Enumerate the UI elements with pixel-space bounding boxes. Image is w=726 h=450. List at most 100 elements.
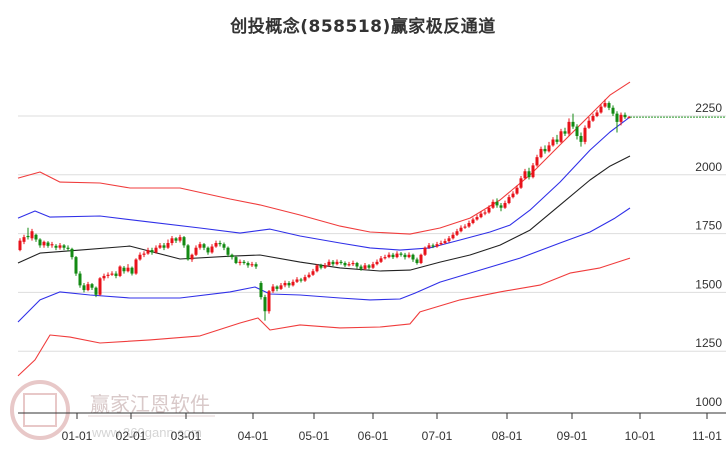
candle xyxy=(311,271,315,275)
candle xyxy=(226,247,230,255)
candle xyxy=(275,286,279,289)
candle xyxy=(403,254,407,258)
band-lower_outer xyxy=(17,257,631,377)
candle xyxy=(503,203,507,208)
candle xyxy=(379,258,383,262)
grid xyxy=(18,115,726,352)
watermark-url: www.360gann.com xyxy=(91,425,202,440)
candle xyxy=(186,245,190,260)
candle xyxy=(415,259,419,263)
candle xyxy=(58,245,62,248)
candle xyxy=(447,238,451,242)
candle xyxy=(38,239,42,246)
y-tick-label: 1500 xyxy=(695,277,722,291)
candle xyxy=(511,193,515,198)
candle xyxy=(591,116,595,121)
candle xyxy=(451,234,455,239)
x-tick-label: 02-01 xyxy=(116,429,147,443)
candle xyxy=(367,265,371,268)
channel-bands xyxy=(17,81,631,377)
candle xyxy=(427,245,431,248)
candle xyxy=(559,131,563,142)
candle xyxy=(331,261,335,265)
y-tick-label: 1250 xyxy=(695,336,722,350)
candle xyxy=(423,247,427,255)
candle xyxy=(535,157,539,166)
candle xyxy=(198,244,202,248)
candle xyxy=(194,247,198,255)
candle xyxy=(62,245,66,248)
candle xyxy=(134,259,138,274)
candle xyxy=(587,120,591,128)
candle xyxy=(531,165,535,178)
candle xyxy=(279,285,283,289)
candle xyxy=(154,247,158,253)
chart-title: 创投概念(858518)赢家极反通道 xyxy=(230,17,496,37)
candle xyxy=(190,254,194,260)
candle xyxy=(623,114,627,118)
candle xyxy=(387,254,391,258)
candle xyxy=(475,217,479,220)
candle xyxy=(599,106,603,113)
candle xyxy=(86,284,90,291)
candle xyxy=(214,243,218,247)
candle xyxy=(443,241,447,244)
candle xyxy=(66,247,70,249)
x-tick-label: 01-01 xyxy=(62,429,93,443)
candle xyxy=(170,238,174,244)
candle xyxy=(222,244,226,248)
watermark: 赢家江恩软件 www.360gann.com xyxy=(10,380,215,440)
candle xyxy=(142,253,146,255)
candle xyxy=(527,171,531,178)
candle xyxy=(347,264,351,266)
candle xyxy=(407,254,411,258)
candle xyxy=(250,264,254,266)
candle xyxy=(319,265,323,268)
candle xyxy=(206,247,210,253)
candle xyxy=(391,254,395,258)
candle xyxy=(230,254,234,258)
candle xyxy=(359,266,363,269)
candle xyxy=(507,197,511,204)
candle xyxy=(70,248,74,258)
candle xyxy=(383,257,387,259)
candle xyxy=(246,263,250,266)
y-tick-label: 2000 xyxy=(695,160,722,174)
candle xyxy=(126,267,130,272)
candle xyxy=(627,117,631,119)
x-tick-label: 08-01 xyxy=(492,429,523,443)
candle xyxy=(202,244,206,248)
band-upper_outer xyxy=(17,81,631,235)
candle xyxy=(571,121,575,127)
candle xyxy=(363,265,367,269)
candle xyxy=(563,131,567,134)
candle xyxy=(74,257,78,274)
candle xyxy=(419,254,423,263)
candle xyxy=(323,265,327,268)
candle xyxy=(491,201,495,208)
candle xyxy=(375,261,379,265)
candle xyxy=(271,286,275,292)
candle xyxy=(26,235,30,238)
candle xyxy=(158,245,162,248)
band-lower_inner xyxy=(17,207,631,323)
y-tick-label: 1750 xyxy=(695,219,722,233)
x-tick-label: 09-01 xyxy=(557,429,588,443)
candle xyxy=(435,244,439,247)
candlesticks xyxy=(18,99,631,321)
candle xyxy=(150,250,154,253)
candle xyxy=(619,114,623,122)
candle xyxy=(351,263,355,265)
x-tick-label: 05-01 xyxy=(299,429,330,443)
x-axis: 01-01 02-01 03-01 04-01 05-01 06-01 07-01 08-01… xyxy=(18,412,726,443)
candle xyxy=(483,212,487,214)
candle xyxy=(114,273,118,276)
candle xyxy=(595,112,599,116)
candle xyxy=(210,246,214,253)
candle xyxy=(242,261,246,263)
x-tick-label: 07-01 xyxy=(422,429,453,443)
candle xyxy=(583,127,587,142)
candle xyxy=(90,284,94,288)
candle xyxy=(303,277,307,281)
candle xyxy=(547,145,551,152)
